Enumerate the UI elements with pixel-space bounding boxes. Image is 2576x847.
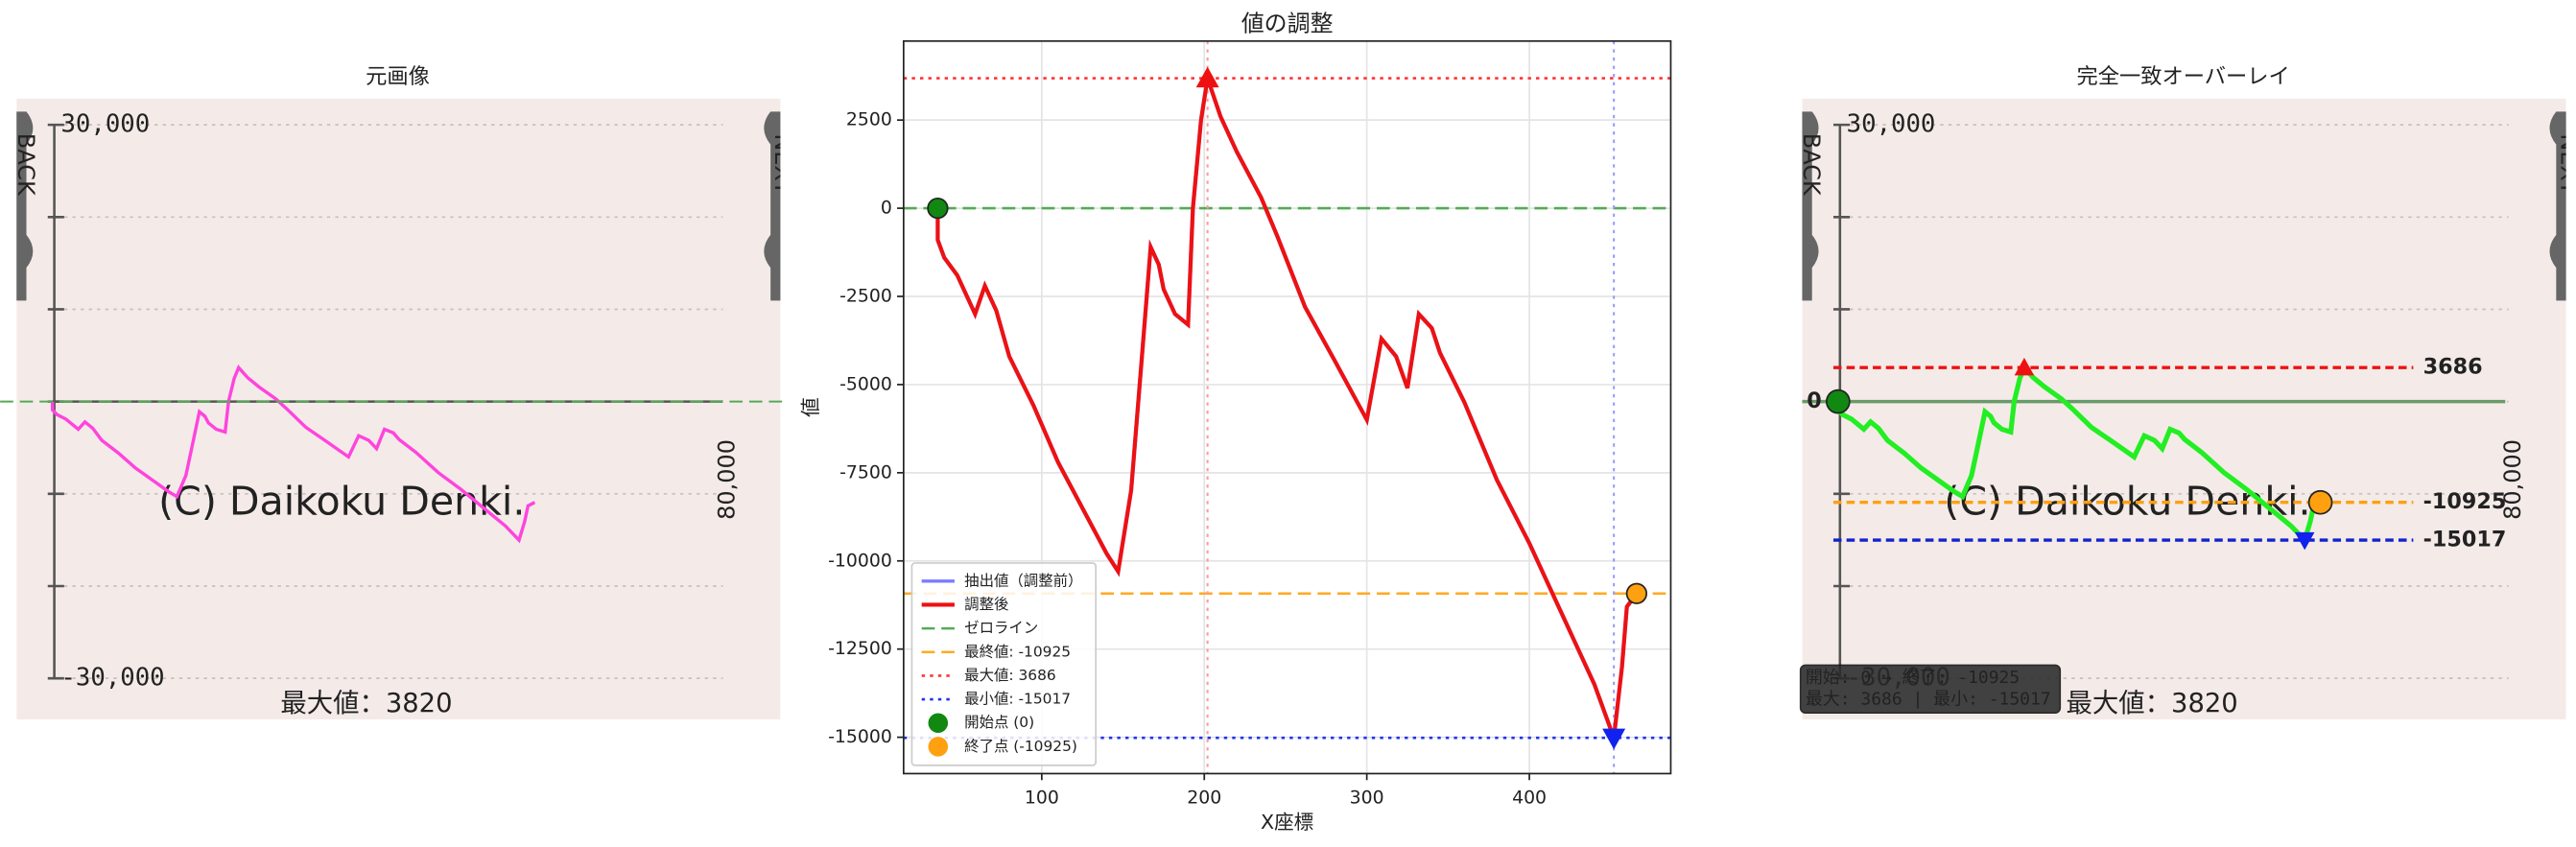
image-frame: BACK NEXT 30,000 -30,000 (C) Daikoku Denki. 8… [12, 98, 796, 719]
next-tab [2549, 111, 2566, 301]
start-label: 0 [1807, 388, 1821, 413]
legend-label: 最小値: -15017 [964, 691, 1071, 708]
watermark: (C) Daikoku Denki. [158, 479, 525, 525]
x-tick-label: 400 [1512, 788, 1547, 809]
y-tick-label: -2500 [839, 287, 892, 307]
annotation-text: 開始: 0 → 終了: -10925 [1806, 668, 2020, 688]
y-axis-label: 値 [799, 397, 822, 417]
legend-label: 最終値: -10925 [964, 643, 1071, 660]
level-label: -10925 [2423, 489, 2507, 514]
level-label: 3686 [2423, 355, 2483, 380]
legend-label: 調整後 [964, 596, 1008, 613]
next-tab [764, 111, 781, 301]
y-tick-label: 0 [881, 199, 892, 219]
annotation-box [1799, 664, 2062, 714]
legend-swatch [928, 737, 949, 757]
panel-title: 完全一致オーバーレイ [2077, 64, 2290, 89]
back-label: BACK [12, 133, 39, 197]
y-tick-label: -10000 [828, 551, 892, 571]
y-tick-label: 2500 [846, 110, 892, 130]
back-tab [1802, 111, 1819, 301]
x-tick-label: 100 [1025, 788, 1059, 809]
y-tick-label: -15000 [828, 727, 892, 747]
x-axis-label: X座標 [1261, 811, 1313, 834]
x-tick-label: 300 [1350, 788, 1384, 809]
next-label: NEXT [2555, 133, 2576, 195]
image-background [1802, 98, 2566, 719]
image-background [16, 98, 781, 719]
image-tick-label: 30,000 [60, 110, 150, 139]
image-tick-label: 30,000 [1847, 110, 1936, 139]
legend-label: 終了点 (-10925) [964, 738, 1077, 755]
y-tick-label: -7500 [839, 462, 892, 482]
y-tick-label: -12500 [828, 639, 892, 659]
image-line [50, 365, 536, 544]
plot-frame [902, 39, 1672, 775]
legend-swatch [928, 713, 949, 733]
point-marker [927, 197, 949, 220]
legend-label: ゼロライン [964, 620, 1038, 637]
image-tick-label: -30,000 [60, 664, 164, 693]
point-marker [1195, 66, 1219, 88]
legend-label: 最大値: 3686 [964, 667, 1056, 684]
panel-title: 元画像 [366, 64, 430, 89]
y-tick-label: -5000 [839, 374, 892, 394]
point-marker [2307, 489, 2333, 515]
annotation-text: 最大: 3686 | 最小: -15017 [1806, 689, 2051, 709]
back-label: BACK [1798, 133, 1825, 197]
side-label: 80,000 [2499, 439, 2526, 520]
x-tick-label: 200 [1187, 788, 1221, 809]
image-caption: 最大値：3820 [280, 689, 452, 718]
legend-label: 開始点 (0) [964, 714, 1034, 731]
point-marker [1602, 728, 1626, 750]
point-marker [1625, 582, 1648, 604]
image-caption: 最大値：3820 [2067, 689, 2238, 718]
level-label: -15017 [2423, 528, 2507, 553]
legend-box [910, 562, 1098, 766]
next-label: NEXT [769, 133, 796, 195]
point-marker [2014, 357, 2035, 376]
point-marker [1826, 388, 1851, 414]
side-label: 80,000 [714, 439, 741, 520]
chart-title: 値の調整 [1241, 11, 1334, 37]
point-marker [2294, 531, 2315, 551]
back-tab [16, 111, 34, 301]
legend-label: 抽出値（調整前） [964, 572, 1082, 589]
